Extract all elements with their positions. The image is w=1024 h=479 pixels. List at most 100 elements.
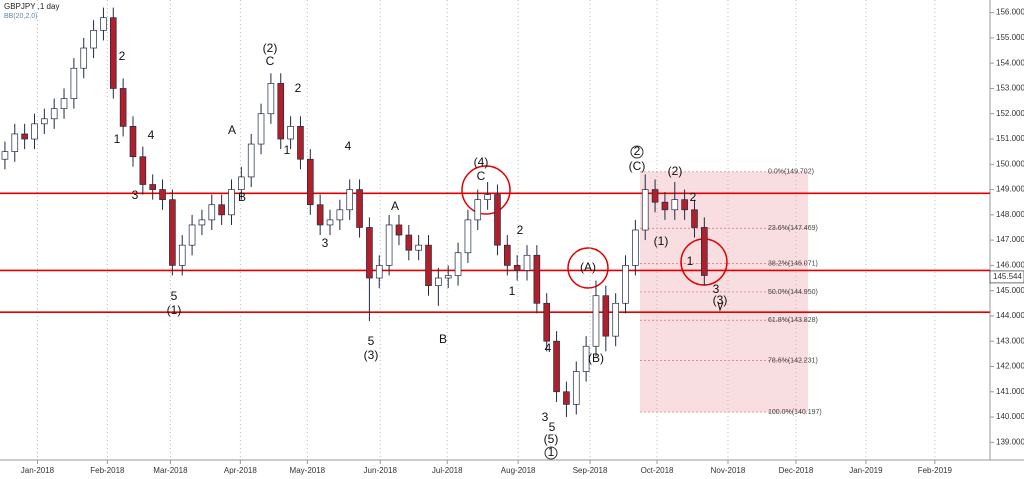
candle-body	[671, 199, 679, 211]
candle-body	[208, 204, 216, 221]
candle-body	[31, 123, 38, 140]
candle-body	[90, 29, 97, 49]
candle-body	[306, 158, 314, 206]
wave-label: (3)	[364, 348, 379, 362]
candle-body	[405, 234, 413, 251]
candle-body	[651, 189, 659, 203]
candle-body	[454, 252, 462, 276]
y-tick-label: 140.000	[996, 412, 1024, 421]
wave-label: A	[391, 199, 399, 213]
candle-body	[70, 67, 78, 99]
candle-body	[533, 254, 541, 304]
price-tag-label: 145.544	[993, 272, 1022, 281]
y-tick-label: 147.000	[996, 235, 1024, 244]
y-tick-label: 154.000	[996, 58, 1024, 67]
x-tick-label: Jan-2019	[849, 466, 883, 475]
y-tick-label: 141.000	[996, 387, 1024, 396]
fib-label: 78.6%(142.231)	[768, 357, 818, 364]
y-tick-label: 148.000	[996, 210, 1024, 219]
candle-body	[356, 189, 363, 228]
wave-label: 4	[545, 341, 552, 355]
x-tick-label: Nov-2018	[711, 466, 746, 475]
wave-label: (4)	[474, 155, 489, 169]
candle-body	[149, 184, 156, 190]
candle-body	[602, 295, 610, 337]
candle-body	[563, 391, 570, 405]
wave-label: (2)	[263, 41, 278, 55]
wave-label: C	[266, 54, 275, 68]
candle-body	[41, 118, 48, 125]
y-tick-label: 155.000	[996, 33, 1024, 42]
candle-body	[50, 108, 58, 120]
highlight-circle	[567, 247, 609, 289]
candle-body	[336, 209, 344, 221]
candle-body	[425, 244, 432, 286]
candle-body	[129, 126, 137, 158]
candle-body	[297, 126, 304, 160]
wave-label: C	[477, 169, 486, 183]
x-tick-label: Feb-2018	[90, 466, 125, 475]
candle-body	[267, 83, 275, 115]
x-tick-label: Dec-2018	[779, 466, 814, 475]
y-tick-label: 156.000	[996, 8, 1024, 17]
candle-body	[247, 143, 255, 178]
wave-label: 4	[148, 128, 155, 142]
candle-body	[523, 254, 531, 271]
candle-body	[572, 371, 580, 405]
candle-body	[109, 17, 117, 89]
x-tick-label: Jun-2018	[364, 466, 398, 475]
candle-body	[632, 229, 639, 266]
wave-label: 5	[368, 334, 375, 348]
wave-label: 2	[690, 190, 697, 204]
x-tick-label: Sep-2018	[573, 466, 608, 475]
wave-label: 1	[687, 254, 694, 268]
wave-label: 3	[132, 188, 139, 202]
highlight-circle	[461, 165, 511, 215]
chart-title: GBPJPY ,1 day	[4, 2, 59, 11]
x-tick-label: Oct-2018	[641, 466, 674, 475]
candle-body	[188, 224, 196, 246]
x-tick-label: Mar-2018	[153, 466, 188, 475]
fib-label: 0.0%(149.702)	[768, 169, 814, 176]
candle-body	[691, 209, 698, 228]
wave-label: 3	[542, 410, 549, 424]
wave-label: A	[228, 123, 236, 137]
candle-body	[375, 265, 383, 279]
wave-label: B	[439, 332, 447, 346]
candle-body	[661, 201, 669, 211]
wave-label: 3	[713, 282, 720, 296]
candle-body	[681, 199, 688, 211]
price-tag	[989, 270, 1024, 284]
candle-body	[612, 302, 619, 337]
wave-label: 1	[548, 445, 555, 459]
candle-body	[238, 176, 245, 190]
candle-body	[385, 224, 393, 266]
wave-label: 1	[114, 132, 121, 146]
wave-label: (A)	[580, 260, 596, 274]
candle-body	[228, 189, 235, 216]
indicator-label: BB(20,2,0)	[4, 13, 37, 20]
wave-label: (1)	[167, 303, 182, 317]
candle-body	[178, 244, 186, 266]
x-tick-label: Jan-2018	[21, 466, 55, 475]
candle-body	[257, 113, 265, 145]
candle-body	[513, 265, 521, 271]
wave-label: 3	[322, 236, 329, 250]
wave-label: 1	[509, 284, 516, 298]
candle-body	[198, 219, 206, 226]
candle-body	[1, 151, 9, 160]
candle-body	[159, 189, 166, 201]
y-tick-label: 149.000	[996, 185, 1024, 194]
candle-body	[277, 83, 285, 140]
wave-label: 2	[634, 144, 641, 158]
candle-body	[218, 204, 225, 216]
x-tick-label: Apr-2018	[224, 466, 257, 475]
wave-label: (3)	[713, 293, 728, 307]
candle-body	[435, 277, 442, 286]
y-tick-label: 153.000	[996, 84, 1024, 93]
y-tick-label: 151.000	[996, 134, 1024, 143]
candle-body	[119, 88, 127, 127]
fib-label: 100.0%(140.197)	[768, 409, 822, 416]
